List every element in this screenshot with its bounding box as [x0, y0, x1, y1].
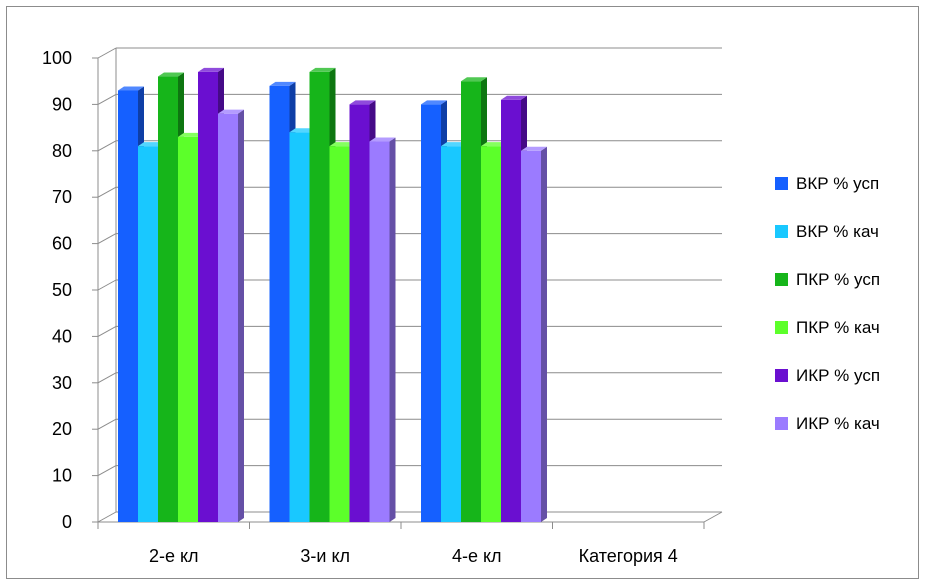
bar-front — [329, 146, 350, 522]
legend-label: ВКР % усп — [796, 174, 879, 193]
bar-top — [309, 67, 336, 72]
bar-front — [309, 71, 330, 523]
bar-top — [138, 142, 164, 147]
bar-top — [269, 81, 296, 86]
legend-swatch — [775, 225, 788, 238]
bar-top — [461, 77, 487, 82]
gridline-connector — [97, 233, 117, 245]
gridline-connector — [97, 465, 117, 477]
bar-top — [158, 72, 184, 77]
legend-label: ИКР % кач — [796, 414, 880, 433]
legend-label: ПКР % кач — [796, 318, 880, 337]
bar — [218, 109, 244, 523]
bar-side — [389, 137, 396, 522]
bar-top — [421, 100, 447, 105]
gridline-connector — [97, 279, 117, 291]
bar-front — [289, 132, 310, 523]
y-tick-label: 30 — [52, 373, 72, 393]
bar — [521, 146, 547, 523]
bar-front — [421, 104, 441, 523]
y-axis-ticks: 0 10 20 30 40 50 60 70 80 90 100 — [42, 48, 72, 532]
gridline-connector — [97, 186, 117, 198]
legend-swatch — [775, 369, 788, 382]
bar-top — [481, 142, 507, 147]
legend-swatch — [775, 321, 788, 334]
y-tick-label: 20 — [52, 419, 72, 439]
legend-item: ВКР % кач — [775, 222, 879, 241]
bar-front — [521, 150, 541, 523]
x-axis-ticks: 2-е кл 3-и кл 4-е кл Категория 4 — [149, 546, 678, 566]
bar-front — [441, 146, 461, 522]
y-tick-label: 80 — [52, 141, 72, 161]
legend-label: ИКР % усп — [796, 366, 880, 385]
bar-top — [218, 109, 244, 114]
gridline-connector — [97, 511, 117, 523]
y-tick-label: 0 — [62, 512, 72, 532]
x-tick-label: 4-е кл — [452, 546, 502, 566]
bar-top — [178, 132, 204, 137]
bar-front — [269, 85, 290, 522]
legend-swatch — [775, 177, 788, 190]
gridline-connector — [97, 418, 117, 430]
y-tick-label: 40 — [52, 326, 72, 346]
bar-front — [369, 141, 390, 522]
x-tick-label: 3-и кл — [300, 546, 350, 566]
legend-item: ПКР % кач — [775, 318, 880, 337]
bar-top — [349, 100, 376, 105]
y-tick-label: 100 — [42, 48, 72, 68]
bar-front — [198, 71, 218, 523]
x-tick-label: Категория 4 — [579, 546, 678, 566]
gridline-connector — [97, 47, 117, 59]
bar-front — [178, 136, 198, 522]
bar-top — [369, 137, 396, 142]
gridline-connector — [97, 93, 117, 105]
bar-front — [461, 81, 481, 522]
legend-item: ИКР % усп — [775, 366, 880, 385]
legend-swatch — [775, 273, 788, 286]
y-tick-label: 50 — [52, 280, 72, 300]
gridline-connector — [97, 325, 117, 337]
gridline-connector — [97, 372, 117, 384]
x-axis-corner — [703, 511, 723, 523]
bar-top — [198, 67, 224, 72]
bar — [369, 137, 396, 522]
legend-item: ВКР % усп — [775, 174, 879, 193]
gridline-connector — [97, 140, 117, 152]
bars — [118, 67, 547, 523]
legend: ВКР % усп ВКР % кач ПКР % усп ПКР % кач ИКР … — [775, 174, 880, 433]
bar-top — [289, 128, 316, 133]
bar-top — [118, 86, 144, 91]
bar-front — [138, 146, 158, 522]
bar-side — [238, 109, 244, 523]
y-tick-label: 10 — [52, 466, 72, 486]
bar-top — [329, 142, 356, 147]
y-tick-label: 90 — [52, 94, 72, 114]
bar-front — [118, 90, 138, 522]
bar-top — [501, 95, 527, 100]
legend-swatch — [775, 417, 788, 430]
bar-front — [349, 104, 370, 523]
x-tick-label: 2-е кл — [149, 546, 199, 566]
legend-item: ИКР % кач — [775, 414, 880, 433]
bar-front — [481, 146, 501, 522]
bar-front — [158, 76, 178, 522]
bar-top — [441, 142, 467, 147]
bar-side — [541, 146, 547, 523]
bar-front — [218, 113, 238, 523]
legend-item: ПКР % усп — [775, 270, 880, 289]
bar-front — [501, 99, 521, 522]
legend-label: ПКР % усп — [796, 270, 880, 289]
y-tick-label: 60 — [52, 234, 72, 254]
bar-top — [521, 146, 547, 151]
legend-label: ВКР % кач — [796, 222, 879, 241]
y-tick-label: 70 — [52, 187, 72, 207]
